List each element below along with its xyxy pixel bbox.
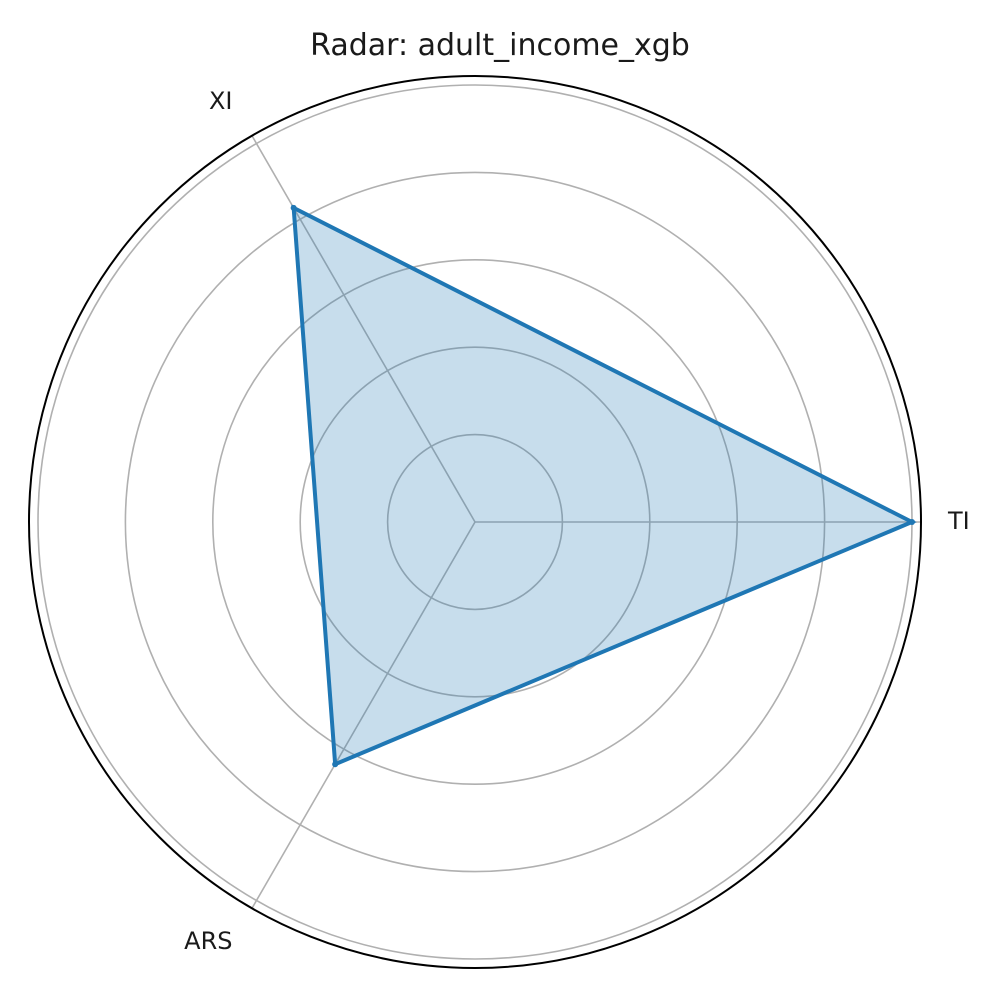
data-point-ars — [332, 761, 339, 768]
axis-label-ars: ARS — [184, 927, 232, 955]
axis-label-ti: TI — [947, 507, 970, 535]
data-point-xi — [290, 204, 297, 211]
series-line-1 — [291, 204, 917, 768]
data-point-ti — [909, 519, 915, 525]
chart-title: Radar: adult_income_xgb — [310, 28, 690, 63]
spoke-xi — [251, 135, 476, 523]
polar-frame — [28, 75, 922, 969]
series-fill-1 — [293, 207, 912, 765]
spoke-ars — [251, 521, 476, 909]
axis-label-xi: XI — [209, 87, 233, 115]
